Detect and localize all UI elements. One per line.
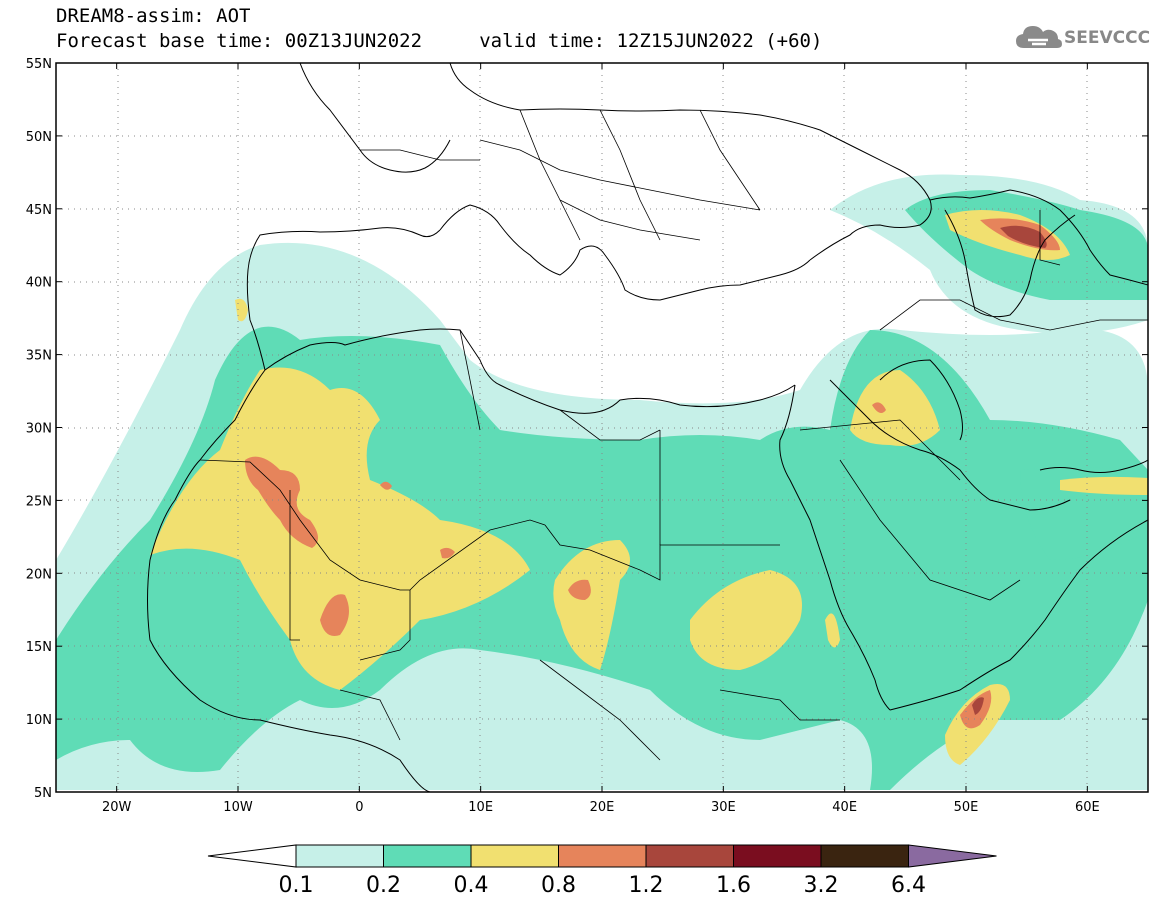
- colorbar-label: 3.2: [803, 873, 839, 898]
- colorbar-under-arrow: [207, 844, 297, 868]
- lat-tick-label: 10N: [26, 713, 52, 728]
- lat-tick-label: 15N: [26, 640, 52, 655]
- lon-tick-label: 60E: [1075, 800, 1100, 815]
- colorbar: [207, 844, 997, 868]
- colorbar-label: 1.2: [628, 873, 664, 898]
- lon-tick-label: 20W: [102, 800, 132, 815]
- colorbar-label: 0.2: [366, 873, 401, 898]
- lat-tick-label: 25N: [26, 494, 52, 509]
- colorbar-box: [383, 844, 472, 868]
- lon-tick-label: 50E: [954, 800, 979, 815]
- aot-layer-1.2: [972, 225, 1047, 715]
- lat-tick-label: 20N: [26, 567, 52, 582]
- seevccc-logo: SEEVCCC: [1016, 22, 1156, 58]
- cloud-icon: [1016, 26, 1062, 48]
- lon-tick-label: 30E: [711, 800, 736, 815]
- lon-tick-label: 10E: [468, 800, 493, 815]
- lat-tick-label: 5N: [34, 786, 52, 801]
- colorbar-label: 1.6: [716, 873, 751, 898]
- colorbar-label: 6.4: [891, 873, 926, 898]
- map-subtitle: Forecast base time: 00Z13JUN2022 valid t…: [56, 30, 823, 52]
- lat-tick-label: 50N: [26, 130, 52, 145]
- colorbar-box: [470, 844, 559, 868]
- colorbar-label: 0.1: [278, 873, 314, 898]
- lon-tick-label: 10W: [223, 800, 253, 815]
- logo-text: SEEVCCC: [1064, 28, 1151, 48]
- colorbar-box: [295, 844, 384, 868]
- colorbar-box: [558, 844, 647, 868]
- colorbar-over-arrow: [908, 844, 997, 868]
- lat-tick-label: 55N: [26, 57, 52, 72]
- lat-axis: 55N 50N 45N 40N 35N 30N 25N 20N 15N 10N 5N: [26, 57, 1148, 801]
- lat-tick-label: 30N: [26, 422, 52, 437]
- graticule: [56, 63, 1148, 792]
- colorbar-box: [820, 844, 909, 868]
- lon-tick-label: 40E: [832, 800, 857, 815]
- aot-field: [56, 174, 1148, 790]
- coastlines: [147, 63, 1148, 792]
- lat-tick-label: 35N: [26, 349, 52, 364]
- colorbar-label: 0.4: [453, 873, 489, 898]
- lon-tick-label: 20E: [590, 800, 615, 815]
- lat-tick-label: 40N: [26, 276, 52, 291]
- lon-axis: 20W 10W 0 10E 20E 30E 40E 50E 60E: [102, 63, 1100, 815]
- country-borders: [199, 109, 1148, 761]
- colorbar-box: [645, 844, 734, 868]
- colorbar-label: 0.8: [541, 873, 576, 898]
- map-title: DREAM8-assim: AOT: [56, 5, 251, 27]
- lat-tick-label: 45N: [26, 203, 52, 218]
- colorbar-box: [733, 844, 822, 868]
- lon-tick-label: 0: [355, 800, 363, 815]
